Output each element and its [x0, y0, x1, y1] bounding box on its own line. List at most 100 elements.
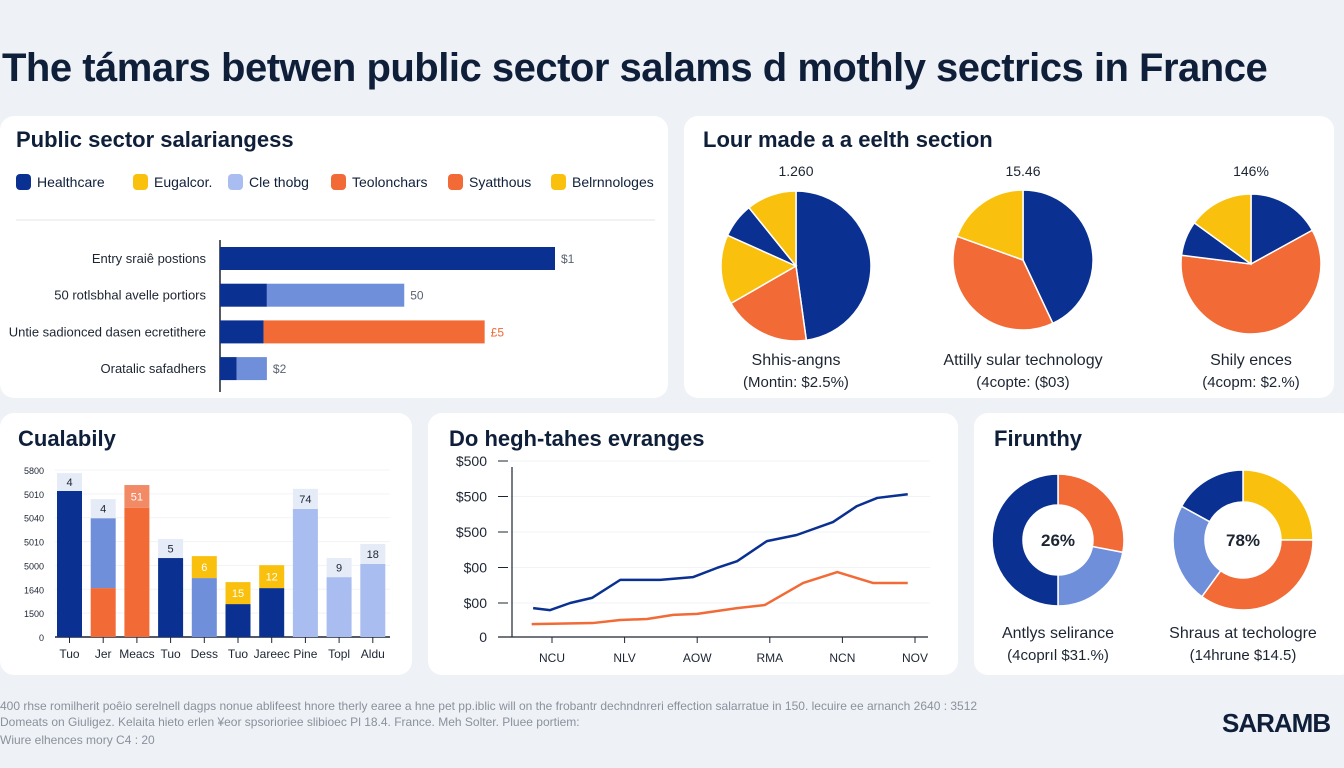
- column-segment: [292, 508, 318, 637]
- x-tick-label: Tuo: [59, 647, 80, 661]
- column-label-band: [360, 543, 386, 564]
- column-label-band: [292, 488, 318, 509]
- x-tick-label: Pine: [293, 647, 317, 661]
- footer-line-1: 400 rhse romilherit poêio serelnell dagp…: [0, 699, 978, 713]
- x-tick-label: Topl: [328, 647, 350, 661]
- donut-slice: [991, 473, 1059, 607]
- donut-slice: [1057, 545, 1124, 607]
- donut-sub: (14hrune $14.5): [1190, 647, 1297, 664]
- column-segment: [124, 507, 150, 637]
- pie-slice: [795, 190, 872, 342]
- column-value-label: 51: [131, 491, 143, 503]
- pie-slice: [952, 235, 1054, 331]
- legend-item: Cle thobg: [228, 174, 309, 190]
- column-value-label: 12: [266, 572, 278, 584]
- hbar-segment: [266, 283, 405, 307]
- legend-label: Belrnnologes: [572, 174, 654, 190]
- legend-swatch: [448, 174, 463, 190]
- legend-item: Teolonchars: [331, 174, 428, 190]
- column-segment: [158, 558, 184, 637]
- pie-slice: [729, 264, 808, 342]
- column-label-band: [158, 538, 184, 559]
- column-segment: [326, 577, 352, 637]
- hbar-category-label: 50 rotlsbhal avelle portiors: [54, 288, 206, 303]
- y-tick-label: $500: [456, 524, 487, 540]
- legend-swatch: [16, 174, 31, 190]
- column-value-label: 4: [66, 477, 72, 489]
- hbar-value-label: £5: [491, 325, 505, 339]
- pie-slice: [720, 234, 798, 305]
- legend-swatch: [228, 174, 243, 190]
- x-tick-label: NCN: [829, 651, 855, 665]
- donut-center-label: 78%: [1226, 531, 1260, 550]
- column-segment: [225, 604, 251, 637]
- hbar-segment: [220, 247, 555, 270]
- columns-title: Cualabily: [18, 426, 116, 451]
- legend-swatch: [331, 174, 346, 190]
- hbar-value-label: 50: [410, 289, 424, 303]
- donut-slice: [1057, 473, 1125, 554]
- column-segment: [259, 588, 285, 637]
- x-tick-label: Dess: [191, 647, 218, 661]
- y-tick-label: 5000: [24, 561, 44, 571]
- y-tick-label: $500: [456, 453, 487, 469]
- y-tick-label: 5010: [24, 490, 44, 500]
- y-tick-label: 1640: [24, 585, 44, 595]
- hbar-category-label: Entry sraiê postions: [92, 251, 207, 266]
- legend-label: Eugalcor.: [154, 174, 213, 190]
- hbar-category-label: Untie sadionced dasen ecretithere: [9, 324, 206, 339]
- line-title: Do hegh-tahes evranges: [449, 426, 705, 451]
- pie-name: Attilly sular technology: [943, 352, 1102, 369]
- column-value-label: 6: [201, 562, 207, 574]
- y-tick-label: 0: [479, 629, 487, 645]
- footer-line-3: Wiure elhences mory C4 : 20: [0, 733, 155, 747]
- hbar-segment: [263, 320, 485, 344]
- legend-item: Syatthous: [448, 174, 531, 190]
- pie-slice: [956, 189, 1024, 262]
- x-tick-label: Aldu: [361, 647, 385, 661]
- column-label-band: [191, 556, 217, 579]
- legend-label: Teolonchars: [352, 174, 428, 190]
- hbar-value-label: $1: [561, 252, 575, 266]
- y-tick-label: $500: [456, 489, 487, 505]
- column-segment: [90, 518, 116, 589]
- x-tick-label: Jareec: [254, 647, 290, 661]
- donut-name: Antlys selirance: [1002, 625, 1114, 642]
- column-segment: [360, 563, 386, 637]
- donut-center-label: 26%: [1041, 531, 1075, 550]
- column-value-label: 4: [100, 504, 106, 516]
- legend-swatch: [133, 174, 148, 190]
- pie-top-label: 146%: [1233, 163, 1269, 179]
- legend-item: Eugalcor.: [133, 174, 212, 190]
- pie-sub: (4copte: ($03): [976, 374, 1069, 391]
- donut-slice: [1200, 539, 1314, 611]
- pie-top-label: 15.46: [1005, 163, 1040, 179]
- pie-name: Shily ences: [1210, 352, 1292, 369]
- x-tick-label: Jer: [95, 647, 112, 661]
- legend-label: Healthcare: [37, 174, 105, 190]
- footer-line-2: Domeats on Giuligez. Kelaita hieto erlen…: [0, 715, 580, 729]
- column-label-band: [326, 558, 352, 578]
- hbar-category-label: Oratalic safadhers: [101, 361, 207, 376]
- column-segment: [57, 490, 82, 637]
- column-value-label: 15: [232, 588, 244, 600]
- y-tick-label: 5040: [24, 514, 44, 524]
- donut-name: Shraus at techologre: [1169, 625, 1317, 642]
- panel-line-chart: [428, 413, 958, 675]
- column-label-band: [225, 582, 251, 605]
- donuts-title: Firunthy: [994, 426, 1082, 451]
- y-tick-label: $00: [464, 560, 488, 576]
- line-series: [532, 492, 908, 612]
- brand-logo: SARAMB: [1222, 708, 1331, 738]
- legend-label: Syatthous: [469, 174, 532, 190]
- donut-sub: (4coprıl $31.%): [1007, 647, 1109, 664]
- page-title: The támars betwen public sector salams d…: [2, 46, 1268, 90]
- pie-slice: [1180, 229, 1322, 335]
- line-series: [531, 570, 908, 626]
- x-tick-label: RMA: [756, 651, 783, 665]
- column-label-band: [124, 485, 150, 508]
- column-label-band: [90, 499, 116, 519]
- hbar-segment: [220, 357, 237, 381]
- x-tick-label: AOW: [683, 651, 712, 665]
- y-tick-label: 1500: [24, 609, 44, 619]
